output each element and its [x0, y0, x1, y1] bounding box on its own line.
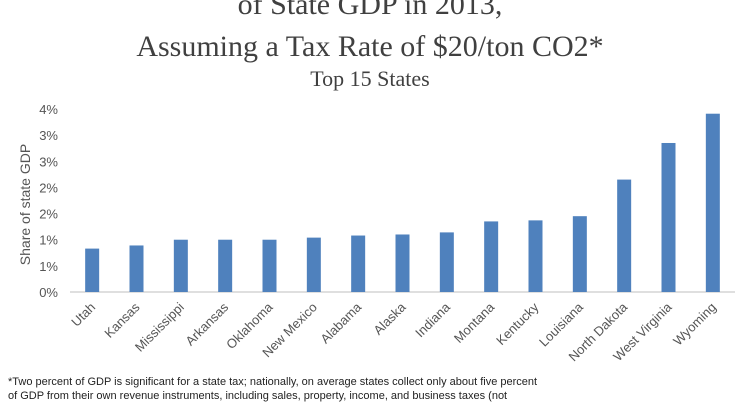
bar-louisiana	[572, 216, 587, 292]
footnote-line-2: of GDP from their own revenue instrument…	[8, 390, 508, 402]
y-tick-label: 0%	[39, 285, 58, 300]
bar-utah	[85, 248, 100, 292]
y-tick-label: 4%	[39, 102, 58, 117]
bar-oklahoma	[262, 239, 277, 292]
chart-title-line-1: of State GDP in 2013,	[237, 0, 503, 21]
bar-alabama	[351, 235, 366, 292]
y-tick-label: 3%	[39, 128, 58, 143]
bar-new-mexico	[306, 237, 321, 292]
bar-north-dakota	[617, 179, 632, 292]
footnote-line-1: *Two percent of GDP is significant for a…	[8, 376, 538, 388]
x-tick-label: Wyoming	[670, 300, 719, 349]
y-tick-label: 2%	[39, 207, 58, 222]
y-tick-label: 1%	[39, 259, 58, 274]
bar-west-virginia	[661, 142, 676, 292]
y-tick-label: 2%	[39, 180, 58, 195]
x-tick-label: Utah	[68, 300, 98, 330]
bar-montana	[484, 221, 499, 292]
bar-wyoming	[705, 113, 720, 292]
x-tick-label: Indiana	[412, 299, 453, 340]
bars	[85, 113, 720, 292]
y-axis-title: Share of state GDP	[17, 144, 33, 265]
bar-arkansas	[218, 239, 233, 292]
y-axis-ticks: 0% 1% 1% 2% 2% 3% 3% 4%	[39, 102, 58, 300]
x-tick-label: Alaska	[370, 299, 409, 338]
x-tick-label: Alabama	[317, 299, 364, 346]
chart-title-line-2: Assuming a Tax Rate of $20/ton CO2*	[136, 30, 604, 63]
x-tick-label: Kansas	[101, 299, 143, 341]
x-axis-labels: Utah KansasMississippiArkansasOklahomaNew…	[68, 299, 719, 364]
y-tick-label: 3%	[39, 154, 58, 169]
bar-alaska	[395, 234, 410, 292]
bar-kansas	[129, 245, 144, 292]
bar-indiana	[439, 232, 454, 292]
x-tick-label: Montana	[451, 299, 498, 346]
x-tick-label: Kentucky	[493, 299, 542, 348]
chart-subtitle: Top 15 States	[310, 66, 430, 91]
bar-mississippi	[173, 239, 188, 292]
y-tick-label: 1%	[39, 233, 58, 248]
bar-kentucky	[528, 220, 543, 292]
